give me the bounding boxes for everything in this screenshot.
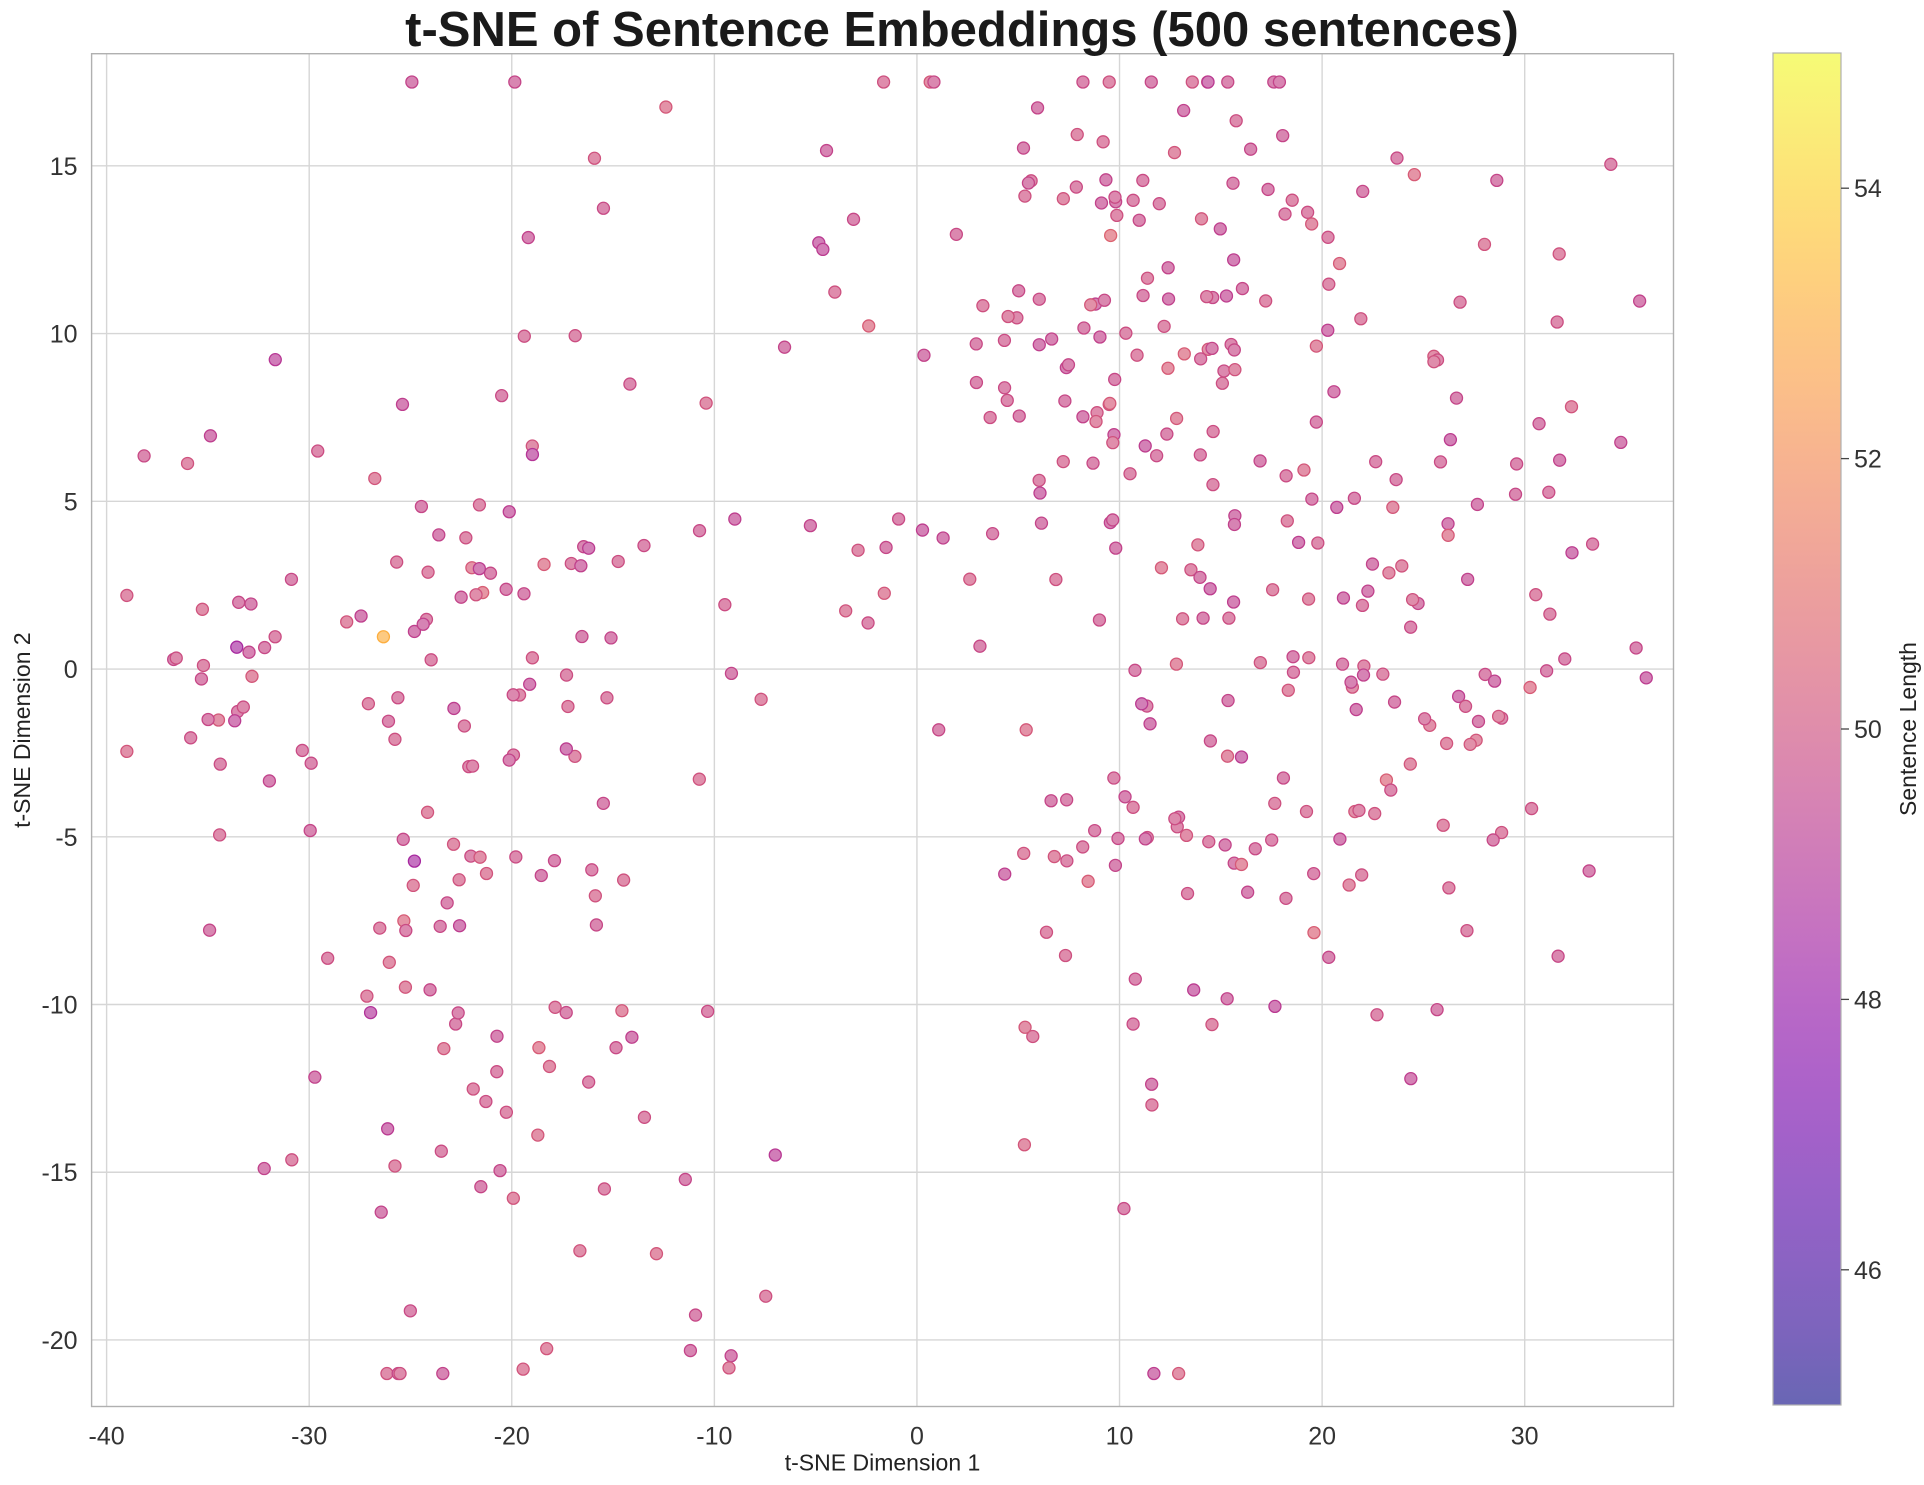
svg-text:0: 0 — [910, 1423, 924, 1451]
svg-text:t-SNE Dimension 2: t-SNE Dimension 2 — [9, 632, 35, 828]
svg-text:50: 50 — [1854, 716, 1882, 744]
svg-text:52: 52 — [1854, 446, 1882, 474]
svg-text:10: 10 — [50, 321, 78, 349]
svg-text:-40: -40 — [89, 1423, 125, 1451]
svg-text:t-SNE of Sentence Embeddings (: t-SNE of Sentence Embeddings (500 senten… — [405, 3, 1519, 57]
svg-text:-10: -10 — [696, 1423, 732, 1451]
svg-text:t-SNE Dimension 1: t-SNE Dimension 1 — [785, 1450, 981, 1476]
svg-text:10: 10 — [1106, 1423, 1134, 1451]
svg-text:0: 0 — [64, 656, 78, 684]
svg-text:48: 48 — [1854, 986, 1882, 1014]
svg-text:-5: -5 — [55, 824, 77, 852]
svg-text:-30: -30 — [291, 1423, 327, 1451]
svg-text:46: 46 — [1854, 1257, 1882, 1285]
svg-text:54: 54 — [1854, 175, 1882, 203]
svg-text:5: 5 — [64, 488, 78, 516]
svg-text:20: 20 — [1308, 1423, 1336, 1451]
svg-text:-20: -20 — [494, 1423, 530, 1451]
svg-text:30: 30 — [1511, 1423, 1539, 1451]
svg-text:15: 15 — [50, 153, 78, 181]
svg-text:-15: -15 — [41, 1159, 77, 1187]
svg-text:-10: -10 — [41, 992, 77, 1020]
svg-text:Sentence Length: Sentence Length — [1895, 642, 1921, 816]
svg-text:-20: -20 — [41, 1327, 77, 1355]
